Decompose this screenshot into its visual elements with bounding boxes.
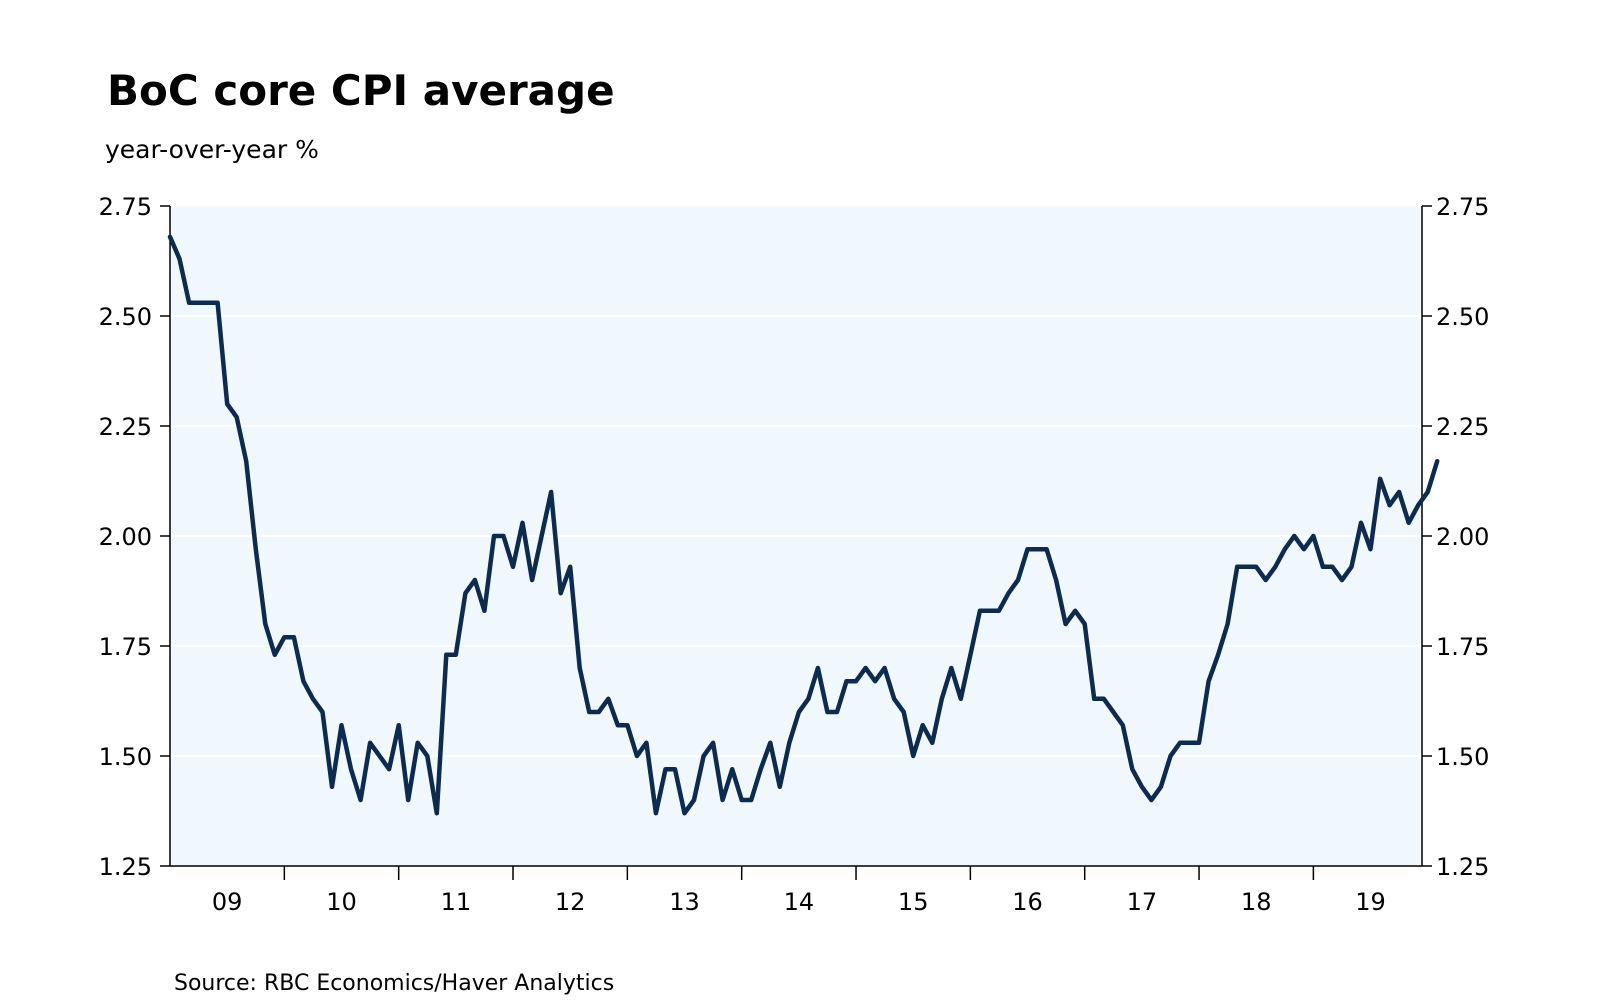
x-tick-label: 09: [212, 888, 243, 916]
series-layer: [167, 234, 1440, 816]
chart-title: BoC core CPI average: [107, 66, 615, 115]
y-tick-label-left: 2.25: [99, 413, 152, 441]
series-line: [167, 234, 1440, 816]
y-tick-label-left: 1.50: [99, 743, 152, 771]
series-0: [167, 234, 1440, 816]
x-tick-label: 16: [1012, 888, 1043, 916]
y-tick-label-left: 2.00: [99, 523, 152, 551]
y-tick-label-right: 2.75: [1436, 193, 1489, 221]
x-tick-label: 15: [898, 888, 929, 916]
y-tick-label-right: 2.50: [1436, 303, 1489, 331]
right-y-axis: 1.25 1.50 1.75 2.00 2.25 2.50 2.75: [1422, 193, 1489, 881]
x-tick-label: 12: [555, 888, 586, 916]
left-y-axis: 1.25 1.50 1.75 2.00 2.25 2.50 2.75: [99, 193, 170, 881]
y-tick-label-right: 1.25: [1436, 853, 1489, 881]
y-tick-label-right: 2.00: [1436, 523, 1489, 551]
x-tick-label: 14: [784, 888, 815, 916]
x-tick-label: 18: [1241, 888, 1272, 916]
y-tick-label-left: 1.75: [99, 633, 152, 661]
x-axis: 09 10 11 12 13 14 15 16 17 18 19: [212, 866, 1386, 916]
y-tick-label-left: 2.50: [99, 303, 152, 331]
x-tick-label: 10: [326, 888, 357, 916]
y-tick-label-right: 1.75: [1436, 633, 1489, 661]
chart-subtitle: year-over-year %: [105, 135, 319, 164]
x-tick-label: 13: [669, 888, 700, 916]
x-tick-label: 11: [441, 888, 472, 916]
y-tick-label-right: 1.50: [1436, 743, 1489, 771]
y-tick-label-right: 2.25: [1436, 413, 1489, 441]
source-note: Source: RBC Economics/Haver Analytics: [174, 971, 614, 996]
x-tick-label: 17: [1127, 888, 1158, 916]
y-tick-label-left: 1.25: [99, 853, 152, 881]
x-tick-label: 19: [1355, 888, 1386, 916]
y-tick-label-left: 2.75: [99, 193, 152, 221]
